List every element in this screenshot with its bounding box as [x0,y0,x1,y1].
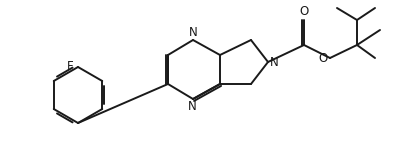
Text: N: N [270,55,279,69]
Text: O: O [299,5,309,18]
Text: F: F [67,60,74,74]
Text: N: N [188,100,197,113]
Text: O: O [319,52,328,66]
Text: N: N [189,26,197,39]
